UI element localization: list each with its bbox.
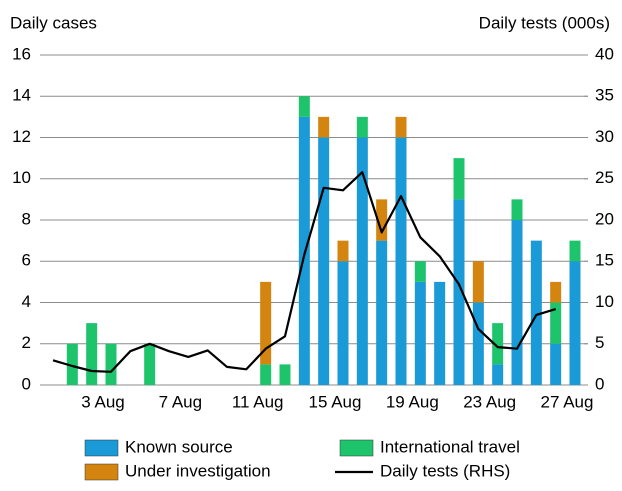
bar-segment [298, 96, 310, 117]
line-series [52, 171, 557, 373]
y-tick-label: 6 [22, 251, 31, 270]
y2-tick-label: 20 [595, 209, 614, 228]
y2-tick-label: 40 [595, 44, 614, 63]
bar-segment [453, 199, 465, 385]
bar-segment [318, 116, 330, 138]
bar-segment [472, 302, 484, 385]
bar-segment [144, 343, 156, 385]
bar-segment [86, 323, 98, 385]
bar-segment [279, 364, 291, 385]
bar-segment [492, 364, 504, 385]
bar-segment [337, 261, 349, 385]
y2-axis-label: Daily tests (000s) [479, 13, 610, 32]
legend-label: Daily tests (RHS) [380, 461, 510, 480]
bar-segment [511, 220, 523, 385]
x-tick-label: 15 Aug [309, 392, 362, 411]
y-tick-label: 2 [22, 333, 31, 352]
bar-segment [472, 261, 484, 303]
bar-segment [550, 281, 562, 303]
bar-segment [376, 199, 388, 241]
bar-segment [260, 364, 272, 385]
y-tick-label: 16 [12, 44, 31, 63]
bar-segment [453, 158, 465, 200]
y2-tick-label: 0 [595, 374, 604, 393]
bar-segment [530, 240, 542, 385]
bar-segment [318, 137, 330, 385]
y-tick-label: 12 [12, 127, 31, 146]
bar-segment [550, 343, 562, 385]
legend-swatch [84, 463, 119, 481]
bar-segment [66, 343, 78, 385]
legend-label: Known source [125, 437, 233, 456]
bar-segment [260, 281, 272, 365]
bar-segment [434, 281, 446, 385]
bar-segment [492, 323, 504, 365]
y-tick-label: 14 [12, 86, 31, 105]
bar-segment [105, 343, 117, 385]
bar-segment [550, 302, 562, 344]
x-tick-label: 7 Aug [159, 392, 203, 411]
x-tick-label: 3 Aug [81, 392, 125, 411]
y2-tick-label: 15 [595, 251, 614, 270]
y-tick-label: 4 [22, 292, 31, 311]
bar-segment [356, 116, 368, 138]
bar-segment [395, 116, 407, 138]
bar-segment [414, 261, 426, 282]
y-axis-label: Daily cases [10, 13, 97, 32]
bar-segment [414, 281, 426, 385]
bar-segment [356, 137, 368, 385]
y2-tick-label: 35 [595, 86, 614, 105]
x-tick-label: 11 Aug [232, 392, 284, 411]
bar-segment [395, 137, 407, 385]
x-tick-label: 23 Aug [463, 392, 516, 411]
y2-tick-label: 30 [595, 127, 614, 146]
x-tick-label: 19 Aug [386, 392, 439, 411]
bar-segment [511, 199, 523, 220]
legend-label: International travel [380, 437, 520, 456]
y-tick-label: 0 [22, 374, 31, 393]
y2-tick-label: 10 [595, 292, 614, 311]
legend-swatch [339, 439, 374, 457]
y2-tick-label: 25 [595, 168, 614, 187]
x-tick-label: 27 Aug [541, 392, 594, 411]
legend-label: Under investigation [125, 461, 271, 480]
bar-segment [569, 240, 581, 262]
bar-segment [337, 240, 349, 262]
bar-segment [569, 261, 581, 385]
y-tick-label: 10 [12, 168, 31, 187]
y2-tick-label: 5 [595, 333, 604, 352]
bar-segment [376, 240, 388, 385]
legend-swatch [84, 439, 119, 457]
y-tick-label: 8 [22, 209, 31, 228]
